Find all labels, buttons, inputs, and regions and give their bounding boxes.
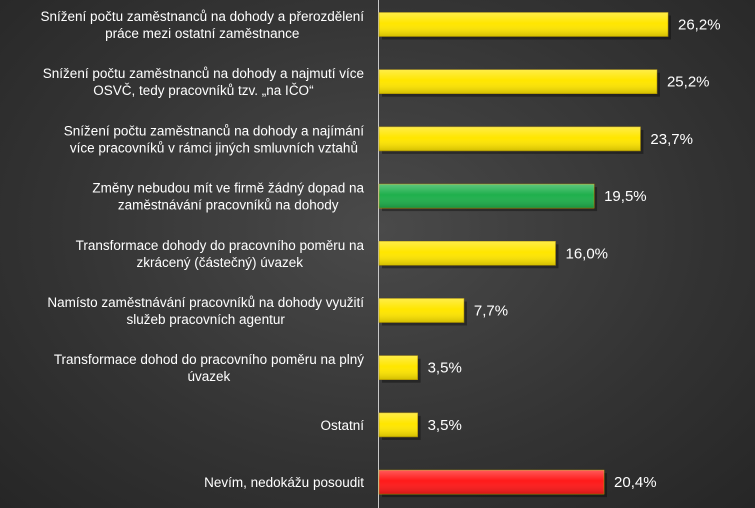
- category-label: práce mezi ostatní zaměstnance: [105, 26, 299, 41]
- value-label: 23,7%: [650, 131, 693, 148]
- value-label: 3,5%: [428, 360, 462, 377]
- chart-marks: 26,2% Snížení počtu zaměstnanců na dohody…: [41, 9, 721, 498]
- category-label: OSVČ, tedy pracovníků tzv. „na IČO“: [93, 83, 313, 98]
- bar-highlight: [379, 298, 464, 323]
- category-label: Transformace dohody do pracovního poměru…: [76, 238, 365, 253]
- value-label: 19,5%: [604, 188, 647, 205]
- category-label: Ostatní: [320, 418, 364, 433]
- bar-highlight: [379, 355, 418, 380]
- value-label: 7,7%: [474, 303, 508, 320]
- bar-highlight: [379, 241, 556, 266]
- value-label: 20,4%: [614, 474, 657, 491]
- value-label: 25,2%: [667, 74, 710, 91]
- category-label: zaměstnávání pracovníků na dohody: [118, 198, 339, 213]
- bar-highlight: [379, 126, 641, 151]
- category-label: více pracovníků v rámci jiných smluvních…: [70, 140, 358, 155]
- category-label: Nevím, nedokážu posoudit: [204, 475, 364, 490]
- value-label: 16,0%: [565, 245, 608, 262]
- category-label: Transformace dohod do pracovního poměru …: [54, 352, 364, 367]
- category-label: zkrácený (částečný) úvazek: [137, 255, 304, 270]
- bar-highlight: [379, 412, 418, 437]
- category-label: Změny nebudou mít ve firmě žádný dopad n…: [92, 181, 364, 196]
- category-label: úvazek: [188, 369, 231, 384]
- bar-highlight: [379, 470, 605, 495]
- category-label: Snížení počtu zaměstnanců na dohody a na…: [43, 66, 364, 81]
- category-label: Namísto zaměstnávání pracovníků na dohod…: [47, 295, 364, 310]
- category-label: Snížení počtu zaměstnanců na dohody a př…: [41, 9, 365, 24]
- bar-highlight: [379, 12, 668, 37]
- bar-highlight: [379, 184, 595, 209]
- value-label: 26,2%: [678, 17, 721, 34]
- category-label: služeb pracovních agentur: [126, 312, 285, 327]
- value-label: 3,5%: [428, 417, 462, 434]
- bar-highlight: [379, 69, 657, 94]
- category-label: Snížení počtu zaměstnanců na dohody a na…: [64, 123, 364, 138]
